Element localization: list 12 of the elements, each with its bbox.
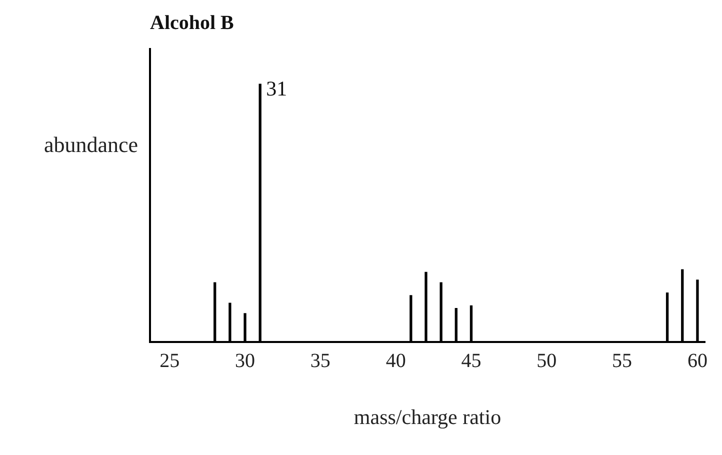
x-tick-label: 35 <box>310 350 330 372</box>
x-tick-label: 30 <box>235 350 256 372</box>
x-tick-label: 25 <box>160 350 180 372</box>
x-axis-title: mass/charge ratio <box>354 404 502 429</box>
x-tick-label: 55 <box>612 350 632 372</box>
y-axis-title: abundance <box>44 132 138 158</box>
chart-title: Alcohol B <box>150 12 234 34</box>
x-tick-label: 50 <box>536 350 557 372</box>
annotation: 31 <box>266 76 288 101</box>
x-tick-label: 40 <box>386 350 406 372</box>
x-tick-label: 60 <box>687 350 708 372</box>
x-tick-label: 45 <box>461 350 482 372</box>
